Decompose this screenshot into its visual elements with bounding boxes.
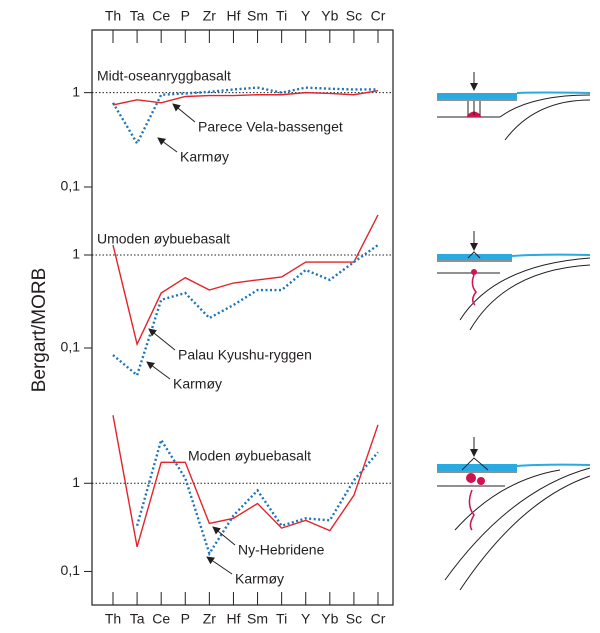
annotation-arrow: [146, 361, 171, 380]
x-tick-label-bottom: Cr: [371, 611, 386, 627]
x-tick-label-top: P: [181, 8, 190, 24]
annotation-arrow: [157, 137, 178, 153]
y-tick-label: 1: [72, 474, 80, 490]
panel-title: Midt-oseanryggbasalt: [97, 68, 231, 84]
x-tick-label-bottom: Sc: [346, 611, 362, 627]
y-tick-label: 0,1: [61, 178, 81, 194]
x-tick-label-bottom: Ti: [276, 611, 287, 627]
annotation-arrow: [212, 526, 236, 546]
annotation: Karmøy: [235, 571, 284, 587]
schematics: [437, 72, 591, 591]
y-tick-label: 1: [72, 246, 80, 262]
annotation: Karmøy: [180, 149, 229, 165]
series-line: [112, 244, 379, 378]
x-tick-label-bottom: Hf: [226, 611, 240, 627]
x-tick-label-top: Hf: [226, 8, 240, 24]
annotation-arrow: [172, 103, 196, 123]
x-tick-label-top: Cr: [371, 8, 386, 24]
x-tick-label-bottom: Ta: [130, 611, 145, 627]
x-tick-label-top: Sc: [346, 8, 362, 24]
y-axis-label: Bergart/MORB: [29, 268, 50, 393]
annotation: Parece Vela-bassenget: [198, 119, 343, 135]
annotation-arrow: [206, 556, 233, 575]
x-tick-label-top: Yb: [321, 8, 338, 24]
x-tick-label-top: Ti: [276, 8, 287, 24]
x-tick-label-top: Ta: [130, 8, 145, 24]
plot-frame: [91, 29, 394, 606]
series-line: [112, 89, 379, 106]
x-tick-label-bottom: Zr: [203, 611, 217, 627]
x-tick-label-bottom: Ce: [152, 611, 170, 627]
y-tick-label: 0,1: [61, 562, 81, 578]
annotation-arrow: [148, 328, 176, 351]
schematic-immature-arc: [437, 231, 591, 331]
series-line: [112, 214, 379, 347]
x-tick-label-top: Y: [301, 8, 311, 24]
x-tick-label-bottom: Y: [301, 611, 311, 627]
schematic-mature-arc: [437, 437, 591, 591]
x-tick-label-top: Ce: [152, 8, 170, 24]
panel-title: Umoden øybuebasalt: [97, 231, 230, 247]
series-line: [112, 415, 379, 548]
x-tick-label-top: Sm: [247, 8, 268, 24]
x-tick-label-bottom: Sm: [247, 611, 268, 627]
x-tick-label-bottom: Yb: [321, 611, 338, 627]
x-tick-label-bottom: P: [181, 611, 190, 627]
panel-title: Moden øybuebasalt: [188, 448, 311, 464]
annotation: Ny-Hebridene: [238, 542, 325, 558]
y-tick-label: 1: [72, 83, 80, 99]
series-line: [135, 437, 379, 557]
x-tick-label-bottom: Th: [105, 611, 121, 627]
x-tick-label-top: Zr: [203, 8, 217, 24]
series-line: [111, 86, 378, 146]
annotation: Karmøy: [173, 376, 222, 392]
y-tick-label: 0,1: [61, 339, 81, 355]
annotation: Palau Kyushu-ryggen: [178, 347, 312, 363]
x-tick-label-top: Th: [105, 8, 121, 24]
schematic-mor: [437, 72, 591, 141]
